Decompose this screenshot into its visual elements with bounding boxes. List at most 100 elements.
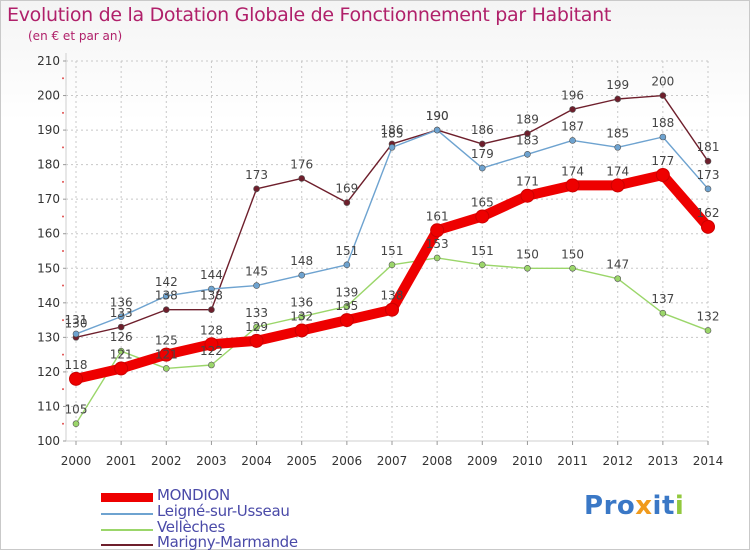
x-tick-label: 2006 (332, 454, 363, 468)
data-label-vell-ches: 132 (697, 309, 720, 323)
data-label-marigny-marmande: 176 (290, 157, 313, 171)
logo-letter: r (603, 491, 617, 521)
y-minor-tick (62, 215, 64, 218)
data-label-leign-sur-usseau: 179 (471, 147, 494, 161)
y-tick-label: 170 (37, 192, 60, 206)
data-point-marigny-marmande (162, 306, 170, 314)
legend-label-velleches: Vellèches (157, 518, 225, 536)
data-point-marigny-marmande (524, 130, 531, 137)
data-label-mondion: 118 (65, 358, 88, 372)
proxiti-logo: Proxiti (584, 491, 684, 521)
data-point-leign-sur-usseau (162, 292, 170, 300)
y-minor-tick (62, 250, 64, 252)
data-point-vell-ches (208, 361, 215, 369)
data-point-marigny-marmande (208, 306, 215, 314)
legend-label-leigne: Leigné-sur-Usseau (157, 502, 290, 520)
data-label-mondion: 161 (426, 209, 449, 223)
data-point-mondion (69, 371, 83, 386)
y-minor-tick (62, 353, 64, 356)
data-label-marigny-marmande: 169 (335, 182, 358, 196)
data-point-marigny-marmande (659, 92, 667, 99)
data-label-marigny-marmande: 196 (561, 88, 584, 102)
data-point-mondion (475, 209, 490, 224)
x-tick-label: 2008 (422, 454, 453, 468)
data-label-leign-sur-usseau: 185 (381, 126, 404, 140)
data-label-marigny-marmande: 186 (471, 123, 494, 137)
data-label-vell-ches: 121 (155, 347, 178, 361)
x-tick-label: 2010 (512, 454, 543, 468)
data-point-marigny-marmande (478, 140, 486, 148)
data-label-leign-sur-usseau: 187 (561, 119, 584, 133)
data-label-mondion: 125 (155, 334, 178, 348)
data-label-vell-ches: 136 (290, 296, 313, 310)
data-label-leign-sur-usseau: 185 (606, 126, 629, 140)
logo-letter: t (661, 491, 675, 521)
data-label-vell-ches: 139 (335, 285, 358, 299)
y-tick-label: 140 (37, 296, 60, 310)
y-minor-tick (62, 319, 64, 322)
y-tick-label: 120 (37, 365, 60, 379)
y-tick-label: 200 (37, 89, 60, 103)
data-point-vell-ches (659, 309, 667, 317)
data-point-marigny-marmande (614, 95, 622, 103)
data-label-marigny-marmande: 200 (651, 75, 674, 89)
data-point-marigny-marmande (343, 199, 351, 206)
data-label-vell-ches: 153 (426, 237, 449, 251)
data-point-marigny-marmande (253, 185, 260, 193)
y-tick-label: 110 (37, 399, 60, 413)
x-tick-label: 2012 (602, 454, 633, 468)
data-label-leign-sur-usseau: 151 (335, 244, 358, 258)
x-tick-label: 2002 (151, 454, 182, 468)
data-point-vell-ches (524, 264, 531, 272)
data-label-vell-ches: 122 (200, 344, 223, 358)
data-label-leign-sur-usseau: 136 (110, 296, 133, 310)
y-minor-tick (62, 388, 64, 391)
data-point-marigny-marmande (569, 106, 576, 113)
x-tick-label: 2001 (106, 454, 137, 468)
data-point-mondion (385, 302, 399, 317)
data-point-mondion (701, 219, 715, 234)
y-tick-label: 190 (37, 123, 60, 137)
x-tick-label: 2013 (648, 454, 679, 468)
data-label-vell-ches: 147 (606, 258, 629, 272)
y-minor-tick (62, 284, 64, 287)
data-label-marigny-marmande: 130 (65, 316, 88, 330)
data-label-leign-sur-usseau: 183 (516, 133, 539, 147)
data-point-vell-ches (569, 264, 576, 272)
data-point-leign-sur-usseau (208, 285, 215, 293)
logo-letter: i (652, 491, 662, 521)
data-label-vell-ches: 150 (561, 247, 584, 261)
data-label-vell-ches: 133 (245, 306, 268, 320)
data-point-vell-ches (388, 261, 396, 269)
data-label-vell-ches: 151 (471, 244, 494, 258)
data-point-leign-sur-usseau (614, 144, 622, 151)
data-label-mondion: 132 (290, 309, 313, 323)
data-point-leign-sur-usseau (388, 144, 396, 151)
logo-letter: x (635, 491, 653, 521)
data-label-leign-sur-usseau: 145 (245, 265, 268, 279)
x-tick-label: 2000 (61, 454, 92, 468)
data-label-vell-ches: 151 (381, 244, 404, 258)
data-point-vell-ches (614, 275, 622, 282)
data-label-leign-sur-usseau: 148 (290, 254, 313, 268)
x-tick-label: 2003 (196, 454, 227, 468)
data-point-marigny-marmande (704, 157, 712, 165)
y-minor-tick (62, 422, 64, 425)
data-label-marigny-marmande: 186 (381, 123, 404, 137)
data-point-mondion (159, 347, 174, 362)
y-minor-tick (62, 180, 64, 183)
x-tick-label: 2011 (557, 454, 588, 468)
data-label-mondion: 174 (606, 164, 629, 178)
data-label-vell-ches: 137 (651, 292, 674, 306)
data-label-mondion: 138 (381, 289, 404, 303)
data-label-leign-sur-usseau: 131 (65, 313, 88, 327)
data-label-marigny-marmande: 199 (606, 78, 629, 92)
data-point-vell-ches (253, 323, 260, 331)
data-point-leign-sur-usseau (72, 330, 80, 338)
y-tick-label: 150 (37, 261, 60, 275)
data-label-mondion: 128 (200, 323, 223, 337)
data-label-leign-sur-usseau: 188 (651, 116, 674, 130)
y-tick-label: 160 (37, 227, 60, 241)
data-label-leign-sur-usseau: 173 (697, 168, 720, 182)
logo-letter: o (616, 491, 636, 521)
